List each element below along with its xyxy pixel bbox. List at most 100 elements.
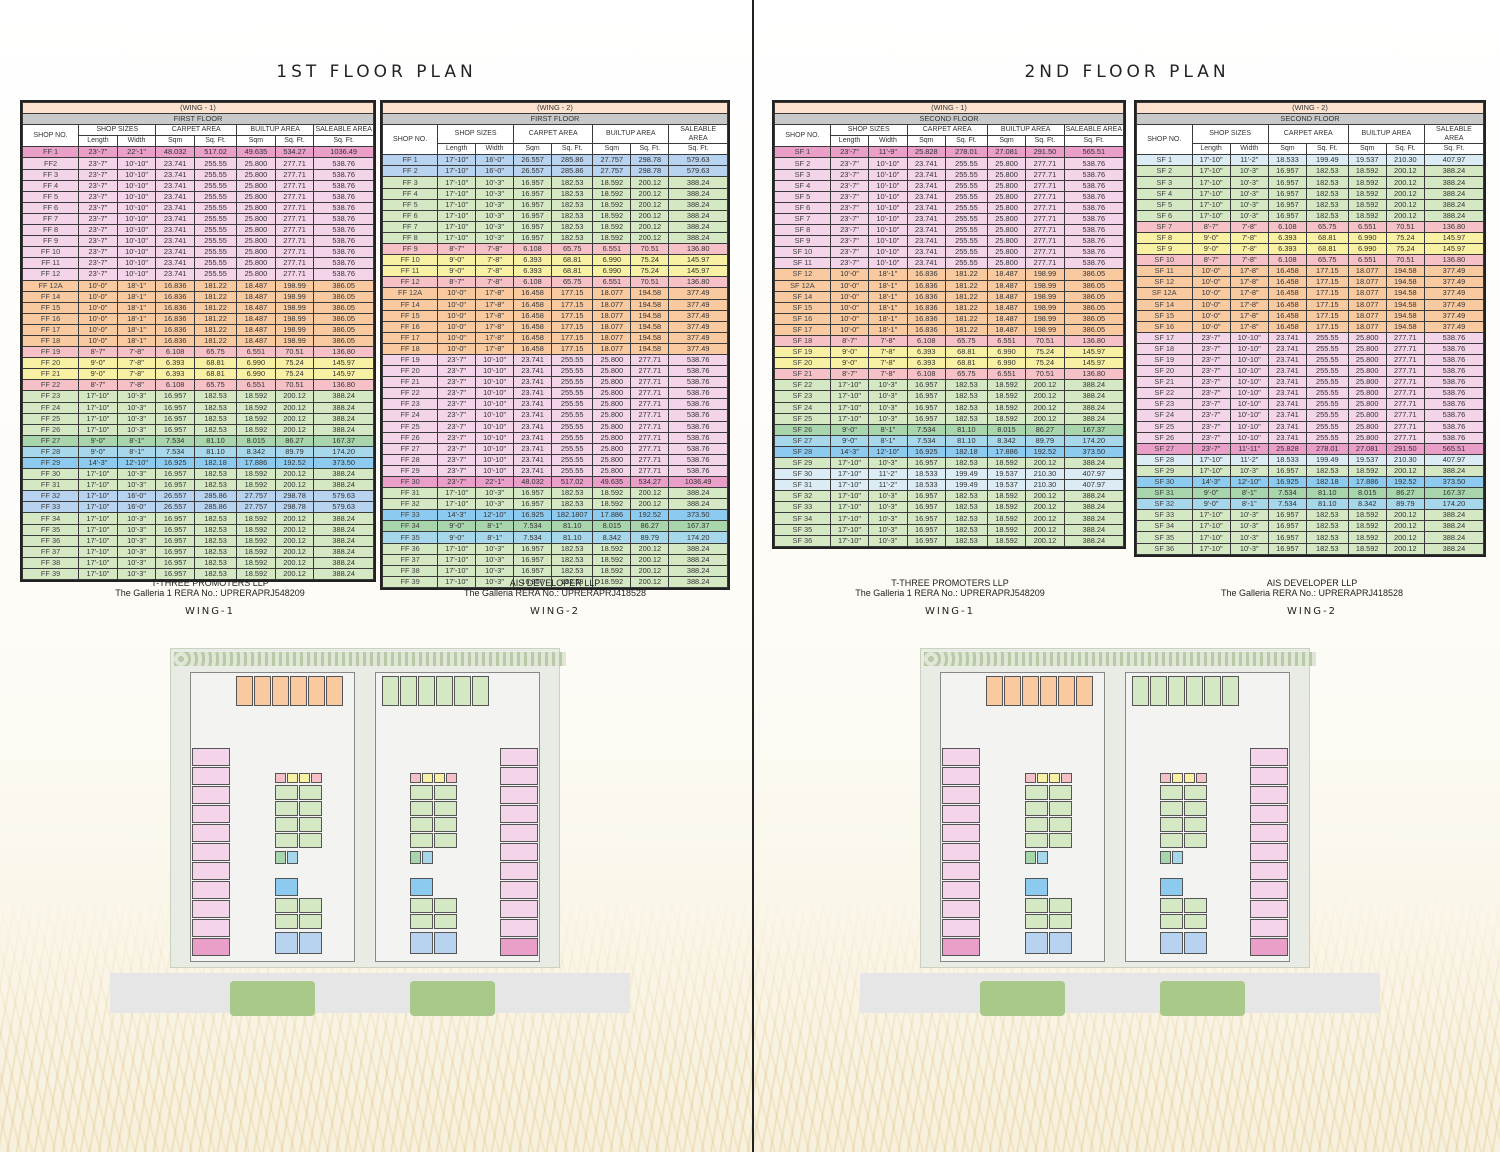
- shop-number-cell: FF 26: [381, 431, 439, 444]
- value-cell: 23'-7": [437, 398, 477, 411]
- value-cell: 192.52: [1385, 475, 1425, 489]
- value-cell: 538.76: [668, 365, 728, 378]
- value-cell: 19.537: [986, 468, 1027, 481]
- shop-number-cell: FF 25: [21, 412, 80, 425]
- value-cell: 10'-10": [1229, 365, 1269, 378]
- table-row: FF 32 17'-10" 16'-0" 26.557 285.86 27.757 298.…: [21, 490, 374, 503]
- value-cell: 255.55: [550, 398, 594, 411]
- value-cell: 86.27: [274, 434, 315, 447]
- table-row: SF 12 10'-0" 18'-1" 16.836 181.22 18.487 198.9…: [774, 268, 1125, 281]
- value-cell: 182.53: [1305, 520, 1349, 533]
- value-cell: 16.836: [906, 290, 946, 303]
- value-cell: 25.800: [986, 246, 1027, 259]
- value-cell: 16.458: [513, 342, 552, 355]
- value-cell: 23.741: [513, 365, 552, 378]
- value-cell: 17'-10": [1191, 198, 1231, 211]
- value-cell: 18.487: [236, 323, 276, 336]
- value-cell: 19.537: [986, 479, 1027, 492]
- value-cell: 538.76: [1063, 201, 1125, 214]
- value-cell: 145.97: [668, 265, 728, 278]
- value-cell: 18'-1": [868, 312, 908, 325]
- shop-number-cell: SF 19: [774, 346, 831, 359]
- value-cell: 70.51: [1025, 368, 1065, 381]
- shop-number-cell: SF 36: [1136, 542, 1193, 555]
- table-row: FF 12A 10'-0" 17'-8" 16.458 177.15 18.077 194.…: [381, 287, 728, 300]
- value-cell: 10'-3": [116, 534, 157, 547]
- value-cell: 17'-10": [437, 165, 477, 178]
- wing-label: (WING - 2): [1136, 101, 1484, 115]
- value-cell: 16.957: [513, 209, 552, 222]
- shop-unit: [1250, 824, 1288, 842]
- shop-number-cell: SF 17: [1136, 331, 1193, 344]
- value-cell: 388.24: [1423, 531, 1485, 544]
- shop-number-cell: SF 7: [774, 212, 831, 226]
- subheader-cell: Sq. Ft.: [1063, 135, 1125, 148]
- value-cell: 17'-10": [437, 176, 477, 189]
- table-row: SF 27 9'-0" 8'-1" 7.534 81.10 8.342 89.79 174.2…: [774, 434, 1125, 447]
- table-row: SF 22 17'-10" 10'-3" 16.957 182.53 18.592 200.…: [774, 379, 1125, 392]
- value-cell: 17'-8": [475, 342, 515, 355]
- table-row: FF 36 17'-10" 10'-3" 16.957 182.53 18.592 200.…: [21, 534, 374, 547]
- value-cell: 23'-7": [437, 365, 477, 378]
- shop-number-cell: FF 17: [21, 323, 80, 336]
- value-cell: 25.800: [592, 442, 632, 455]
- value-cell: 255.55: [1305, 431, 1349, 444]
- value-cell: 388.24: [1063, 379, 1125, 392]
- value-cell: 17'-8": [1229, 276, 1269, 289]
- table-row: FF 39 17'-10" 10'-3" 16.957 182.53 18.592 200.…: [381, 575, 728, 588]
- shop-unit: [192, 748, 230, 766]
- value-cell: 16.458: [1267, 265, 1307, 278]
- rera-number: The Galleria 1 RERA No.: UPRERAPRJ548209: [855, 588, 1045, 598]
- shop-unit: [500, 767, 538, 785]
- value-cell: 25.828: [1267, 442, 1307, 455]
- value-cell: 18.487: [236, 279, 276, 292]
- value-cell: 277.71: [274, 168, 315, 181]
- value-cell: 16.836: [155, 323, 195, 336]
- value-cell: 17'-10": [437, 564, 477, 577]
- shop-number-cell: SF 11: [774, 257, 831, 270]
- value-cell: 23.741: [155, 224, 195, 237]
- value-cell: 538.76: [668, 453, 728, 466]
- value-cell: 198.99: [274, 334, 315, 348]
- value-cell: 255.55: [193, 268, 238, 281]
- value-cell: 388.24: [1423, 464, 1485, 478]
- value-cell: 68.81: [550, 254, 594, 267]
- value-cell: 10'-10": [868, 235, 908, 248]
- value-cell: 19.537: [1347, 453, 1387, 466]
- value-cell: 277.71: [630, 420, 670, 433]
- value-cell: 12'-10": [116, 456, 157, 470]
- value-cell: 181.22: [193, 301, 238, 314]
- shop-number-cell: SF 15: [774, 301, 831, 314]
- value-cell: 9'-0": [437, 531, 477, 544]
- value-cell: 200.12: [630, 553, 670, 566]
- table-row: FF 29 23'-7" 10'-10" 23.741 255.55 25.800 277.…: [381, 464, 728, 478]
- value-cell: 210.30: [1385, 453, 1425, 466]
- value-cell: 18.592: [1347, 542, 1387, 555]
- value-cell: 10'-3": [475, 564, 515, 577]
- value-cell: 277.71: [1385, 387, 1425, 400]
- value-cell: 10'-0": [1191, 309, 1231, 322]
- value-cell: 23.741: [1267, 431, 1307, 444]
- value-cell: 10'-3": [116, 512, 157, 525]
- value-cell: 277.71: [630, 442, 670, 455]
- lawn-area: [980, 981, 1065, 1016]
- shop-number-cell: SF 4: [774, 179, 831, 192]
- shop-unit: [400, 676, 417, 706]
- shop-number-cell: FF 30: [381, 475, 439, 489]
- value-cell: 182.53: [193, 479, 238, 492]
- value-cell: 23'-7": [1191, 331, 1231, 344]
- table-row: FF 32 17'-10" 10'-3" 16.957 182.53 18.592 200.…: [381, 498, 728, 511]
- value-cell: 167.37: [1063, 423, 1125, 436]
- subheader-cell: Sqm: [155, 135, 195, 148]
- shop-number-cell: SF 6: [1136, 209, 1193, 222]
- value-cell: 277.71: [630, 464, 670, 478]
- shop-unit: [1250, 843, 1288, 861]
- value-cell: 18.077: [592, 287, 632, 300]
- table-row: FF 34 9'-0" 8'-1" 7.534 81.10 8.015 86.27 167.3…: [381, 520, 728, 533]
- value-cell: 10'-0": [829, 312, 870, 325]
- value-cell: 14'-3": [437, 509, 477, 522]
- shop-number-cell: FF 19: [381, 353, 439, 367]
- value-cell: 75.24: [274, 368, 315, 381]
- value-cell: 277.71: [274, 157, 315, 170]
- value-cell: 255.55: [193, 212, 238, 226]
